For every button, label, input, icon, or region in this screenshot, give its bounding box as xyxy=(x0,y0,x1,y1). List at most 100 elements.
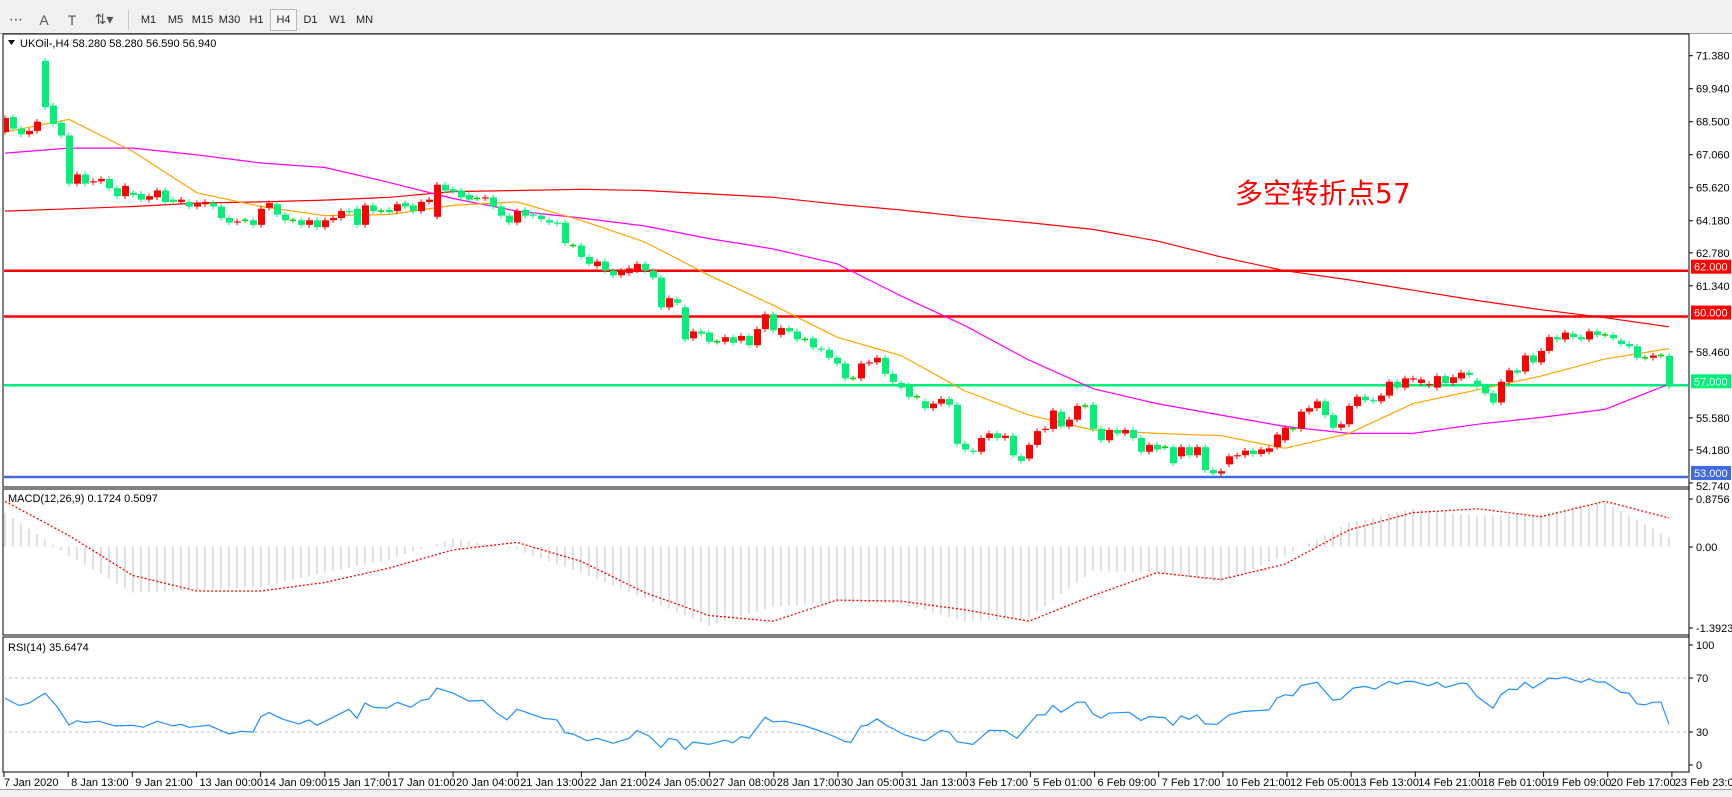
candle-body xyxy=(1002,435,1009,439)
candle-body xyxy=(1410,378,1417,380)
timeframe-m15-button[interactable]: M15 xyxy=(191,13,214,26)
arrows-tool-icon[interactable]: ⇅▾ xyxy=(94,11,114,27)
candle-body xyxy=(1538,350,1545,363)
time-tick-label: 9 Jan 21:00 xyxy=(135,777,193,789)
candle xyxy=(1202,444,1209,473)
text-label-tool-icon[interactable]: T xyxy=(67,11,77,28)
candle xyxy=(1410,375,1417,383)
candle-body xyxy=(442,184,449,191)
candle xyxy=(258,206,265,228)
candle-body xyxy=(930,403,937,409)
candle xyxy=(586,254,593,267)
candle xyxy=(1010,432,1017,458)
candle-body xyxy=(1394,381,1401,388)
timeframe-m5-button[interactable]: M5 xyxy=(167,13,184,26)
candle-body xyxy=(954,404,961,444)
candle-body xyxy=(1498,381,1505,403)
candle xyxy=(1450,374,1457,386)
candle-body xyxy=(1098,428,1105,441)
time-tick-label: 14 Jan 09:00 xyxy=(264,777,328,789)
level-price-label: 53.000 xyxy=(1694,468,1728,480)
candle xyxy=(626,265,633,276)
candle-body xyxy=(362,205,369,225)
candle xyxy=(810,335,817,351)
candle-body xyxy=(434,184,441,217)
chart-menu-triangle-icon[interactable] xyxy=(8,40,15,45)
candle xyxy=(506,212,513,226)
timeframe-d1-button[interactable]: D1 xyxy=(303,13,318,26)
candle xyxy=(650,267,657,281)
candle xyxy=(1354,393,1361,409)
candle xyxy=(1154,442,1161,453)
candle xyxy=(514,208,521,226)
candle xyxy=(698,328,705,337)
candle-body xyxy=(682,307,689,340)
candle-body xyxy=(1026,444,1033,459)
timeframe-w1-button[interactable]: W1 xyxy=(329,13,346,26)
time-tick-label: 7 Jan 2020 xyxy=(4,777,58,789)
timeframe-h4-button[interactable]: H4 xyxy=(270,8,297,31)
time-tick-label: 10 Feb 21:00 xyxy=(1226,777,1291,789)
candle-body xyxy=(450,189,457,192)
candle xyxy=(1498,379,1505,406)
candle xyxy=(402,200,409,210)
candle xyxy=(1122,427,1129,437)
timeframe-m1-button[interactable]: M1 xyxy=(140,13,157,26)
candle-body xyxy=(1418,379,1425,383)
candle-body xyxy=(506,215,513,223)
rsi-pane[interactable] xyxy=(2,636,1690,773)
candle xyxy=(1482,383,1489,397)
candle xyxy=(1650,352,1657,361)
candle xyxy=(682,304,689,343)
candle xyxy=(1018,453,1025,464)
candle xyxy=(618,267,625,279)
moving-average-fast-line xyxy=(4,118,1670,449)
candle-body xyxy=(98,179,105,182)
candle xyxy=(338,208,345,221)
candle-body xyxy=(650,270,657,278)
time-tick-label: 3 Feb 17:00 xyxy=(969,777,1028,789)
candle xyxy=(66,132,73,187)
timeframe-mn-button[interactable]: MN xyxy=(355,13,374,26)
candle-body xyxy=(818,348,825,350)
price-tick-label: 69.940 xyxy=(1696,84,1730,96)
candle xyxy=(322,217,329,230)
candle-body xyxy=(538,215,545,220)
candle-body xyxy=(1570,333,1577,338)
candle-body xyxy=(250,220,257,225)
rsi-tick-label: 70 xyxy=(1696,673,1708,685)
candle-body xyxy=(586,256,593,264)
candle-body xyxy=(4,118,9,133)
candle-body xyxy=(594,261,601,267)
candle xyxy=(1418,376,1425,386)
candle-body xyxy=(82,174,89,184)
text-tool-icon[interactable]: A xyxy=(39,11,49,28)
candle xyxy=(1058,408,1065,430)
candle xyxy=(498,203,505,219)
candle-body xyxy=(386,209,393,213)
candle-body xyxy=(794,331,801,340)
candle-body xyxy=(986,433,993,439)
macd-pane[interactable] xyxy=(2,488,1690,636)
timeframe-h1-button[interactable]: H1 xyxy=(249,13,264,26)
candle-body xyxy=(738,336,745,341)
period-separator-grid-icon[interactable]: ⋯ xyxy=(9,11,23,27)
candle-body xyxy=(658,277,665,308)
candle-body xyxy=(1170,447,1177,464)
candle-body xyxy=(1530,355,1537,363)
candle xyxy=(1266,445,1273,455)
candle-body xyxy=(554,222,561,224)
candle xyxy=(922,398,929,411)
timeframe-m30-button[interactable]: M30 xyxy=(218,13,241,26)
candle xyxy=(1426,381,1433,389)
main-price-pane[interactable] xyxy=(2,33,1690,488)
candle-body xyxy=(1146,444,1153,452)
candle xyxy=(1490,390,1497,406)
candle-body xyxy=(1450,377,1457,383)
candle xyxy=(1434,373,1441,391)
candle xyxy=(386,207,393,215)
price-tick-label: 58.460 xyxy=(1696,347,1730,359)
candle xyxy=(994,430,1001,441)
candle-body xyxy=(514,211,521,223)
